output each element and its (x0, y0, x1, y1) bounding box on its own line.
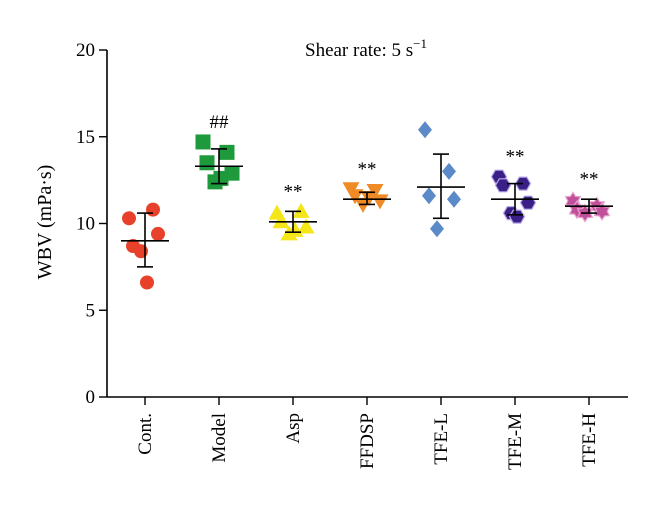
annotation-tfe-h: ** (580, 169, 599, 190)
data-point-tfe-m (494, 178, 512, 193)
data-point-cont (146, 202, 160, 217)
x-tick-label: FFDSP (357, 413, 378, 469)
chart-title-superscript: −1 (413, 36, 427, 51)
data-marks: ## ** ** ** ** (121, 112, 613, 290)
data-point-tfe-l (430, 220, 444, 238)
y-tick-label: 15 (76, 127, 95, 148)
data-point-tfe-l (422, 187, 436, 205)
data-point-tfe-m (508, 209, 526, 224)
y-axis-label: WBV (mPa·s) (34, 165, 56, 280)
y-tick-label: 10 (76, 214, 95, 235)
data-point-model (195, 134, 211, 150)
x-tick-label: TFE-M (505, 413, 526, 470)
data-point-tfe-l (447, 190, 461, 208)
data-point-asp (286, 221, 304, 237)
data-point-model (199, 155, 215, 171)
y-tick-label: 0 (86, 387, 96, 408)
data-point-tfe-l (442, 162, 456, 180)
data-point-cont (134, 244, 148, 259)
data-point-asp (292, 202, 310, 218)
data-point-ffdsp (371, 194, 389, 210)
x-tick-label: Asp (283, 413, 304, 444)
data-point-model (213, 170, 229, 186)
x-tick-label: Model (209, 413, 230, 463)
annotation-tfe-m: ** (506, 147, 525, 168)
y-tick-label: 5 (86, 300, 96, 321)
data-point-cont (151, 226, 165, 241)
data-point-model (219, 144, 235, 160)
x-tick-label: Cont. (135, 413, 156, 455)
annotation-ffdsp: ** (358, 159, 377, 180)
axes: 0 5 10 15 20 Cont. Model Asp FFDSP TFE-L TFE-M TFE-… (76, 40, 628, 470)
x-tick-label: TFE-H (579, 413, 600, 467)
x-tick-label: TFE-L (431, 413, 452, 465)
chart-title: Shear rate: 5 s−1 (305, 36, 427, 61)
y-tick-label: 20 (76, 40, 95, 61)
data-point-cont (140, 275, 154, 290)
annotation-asp: ** (284, 181, 303, 202)
data-point-asp (272, 213, 290, 229)
chart-title-text: Shear rate: 5 s (305, 40, 413, 61)
data-point-cont (122, 211, 136, 226)
annotation-model: ## (210, 112, 230, 133)
data-point-asp (297, 218, 315, 234)
data-point-tfe-l (418, 121, 432, 139)
data-point-tfe-m (519, 195, 537, 210)
data-point-tfe-h (593, 201, 611, 222)
